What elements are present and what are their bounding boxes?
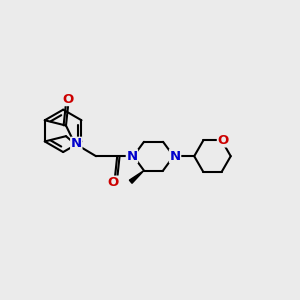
Text: O: O xyxy=(218,134,229,147)
Text: N: N xyxy=(71,137,82,150)
Text: O: O xyxy=(108,176,119,189)
Text: O: O xyxy=(63,93,74,106)
Text: N: N xyxy=(126,150,137,163)
Text: N: N xyxy=(169,150,181,163)
Polygon shape xyxy=(129,170,144,183)
